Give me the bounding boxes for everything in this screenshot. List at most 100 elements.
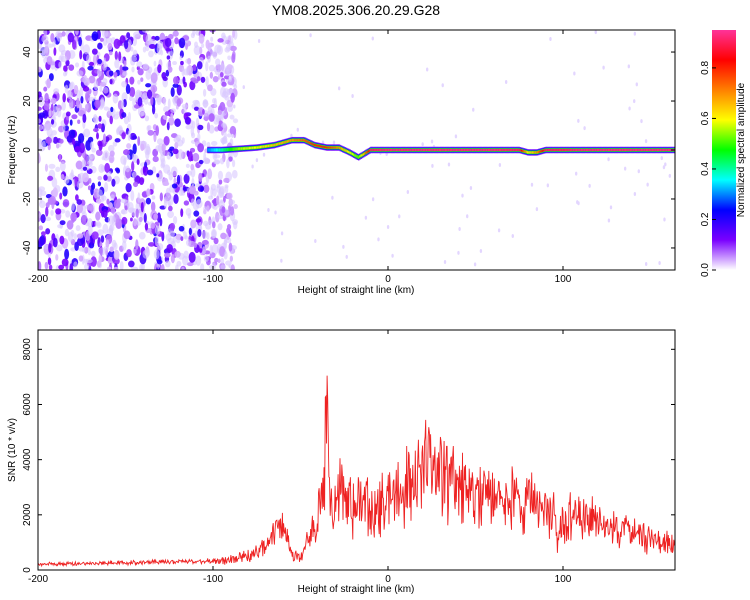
noise-cell (138, 177, 145, 186)
noise-cell (224, 106, 228, 114)
noise-cell (50, 119, 55, 125)
noise-cell (150, 72, 158, 84)
noise-speck (228, 75, 232, 80)
track-cell (438, 149, 441, 151)
noise-cell (46, 127, 53, 137)
noise-cell (210, 36, 214, 42)
spectrogram-y-ticks: -40 -20 0 20 40 (22, 46, 675, 255)
noise-cell (64, 84, 69, 94)
noise-speck (633, 31, 637, 36)
noise-cell (179, 55, 183, 61)
noise-cell (108, 144, 115, 153)
noise-cell (132, 49, 138, 57)
track-cell (424, 149, 426, 151)
track-cell (493, 149, 496, 151)
noise-cell (208, 195, 214, 200)
noise-cell (62, 93, 66, 103)
noise-speck (425, 67, 429, 72)
noise-cell (97, 58, 102, 65)
noise-speck (646, 182, 649, 187)
noise-cell (186, 187, 190, 194)
track-cell (474, 149, 476, 151)
track-cell (257, 146, 260, 149)
noise-cell (192, 30, 196, 37)
track-cell (632, 149, 634, 151)
noise-cell (193, 45, 201, 56)
noise-cell (121, 240, 127, 251)
noise-cell (113, 38, 121, 50)
noise-cell (220, 232, 227, 240)
noise-cell (212, 50, 218, 59)
noise-cell (230, 264, 235, 270)
noise-cell (75, 225, 81, 232)
noise-cell (136, 158, 140, 165)
noise-cell (228, 156, 233, 162)
noise-cell (104, 182, 109, 193)
track-cell (479, 149, 481, 151)
noise-cell (131, 135, 138, 140)
track-cell (277, 143, 279, 146)
track-cell (650, 149, 653, 151)
track-cell (432, 149, 435, 151)
track-cell (387, 149, 389, 151)
track-cell (645, 149, 648, 151)
noise-speck (640, 119, 643, 124)
track-cell (371, 149, 373, 151)
noise-cell (98, 247, 106, 256)
track-cell (351, 153, 354, 156)
track-cell (389, 149, 392, 151)
noise-cell (121, 66, 129, 71)
noise-cell (146, 89, 153, 100)
noise-cell (59, 161, 66, 172)
track-cell (270, 144, 273, 147)
noise-cell (193, 106, 200, 111)
noise-cell (200, 263, 205, 270)
noise-cell (221, 206, 226, 214)
track-cell (376, 149, 378, 151)
noise-cell (167, 66, 173, 73)
noise-cell (173, 215, 178, 225)
track-cell (334, 146, 337, 149)
track-cell (290, 139, 293, 142)
track-cell (350, 152, 353, 155)
noise-speck (573, 71, 576, 76)
noise-cell (165, 69, 170, 77)
track-cell (463, 149, 465, 151)
track-cell (661, 149, 664, 151)
noise-cell (45, 43, 49, 54)
noise-cell (191, 177, 195, 187)
noise-speck (430, 139, 434, 144)
noise-cell (131, 152, 137, 163)
noise-cell (226, 133, 232, 138)
noise-speck (663, 217, 666, 222)
noise-speck (633, 192, 637, 197)
noise-cell (74, 175, 78, 187)
track-cell (280, 142, 283, 145)
track-cell (311, 142, 313, 145)
track-cell (524, 150, 527, 153)
noise-cell (110, 206, 116, 214)
noise-cell (182, 255, 189, 266)
track-cell (607, 149, 610, 151)
noise-speck (242, 85, 245, 90)
noise-cell (156, 173, 160, 178)
noise-cell (63, 65, 68, 72)
track-cell (624, 149, 627, 151)
noise-cell (50, 33, 55, 43)
noise-cell (206, 205, 210, 212)
track-cell (419, 149, 421, 151)
track-cell (365, 151, 367, 154)
noise-cell (201, 240, 209, 245)
noise-cell (198, 159, 204, 165)
track-cell (400, 149, 403, 151)
noise-cell (217, 258, 221, 264)
noise-cell (88, 61, 95, 66)
colorbar: 0.0 0.2 0.4 0.6 0.8 Normalized spectral ampl… (700, 30, 747, 277)
track-cell (245, 147, 247, 150)
noise-cell (116, 126, 123, 135)
track-cell (323, 146, 326, 149)
track-cell (393, 149, 396, 151)
track-cell (513, 149, 516, 151)
noise-cell (117, 198, 121, 204)
noise-cell (198, 248, 203, 253)
